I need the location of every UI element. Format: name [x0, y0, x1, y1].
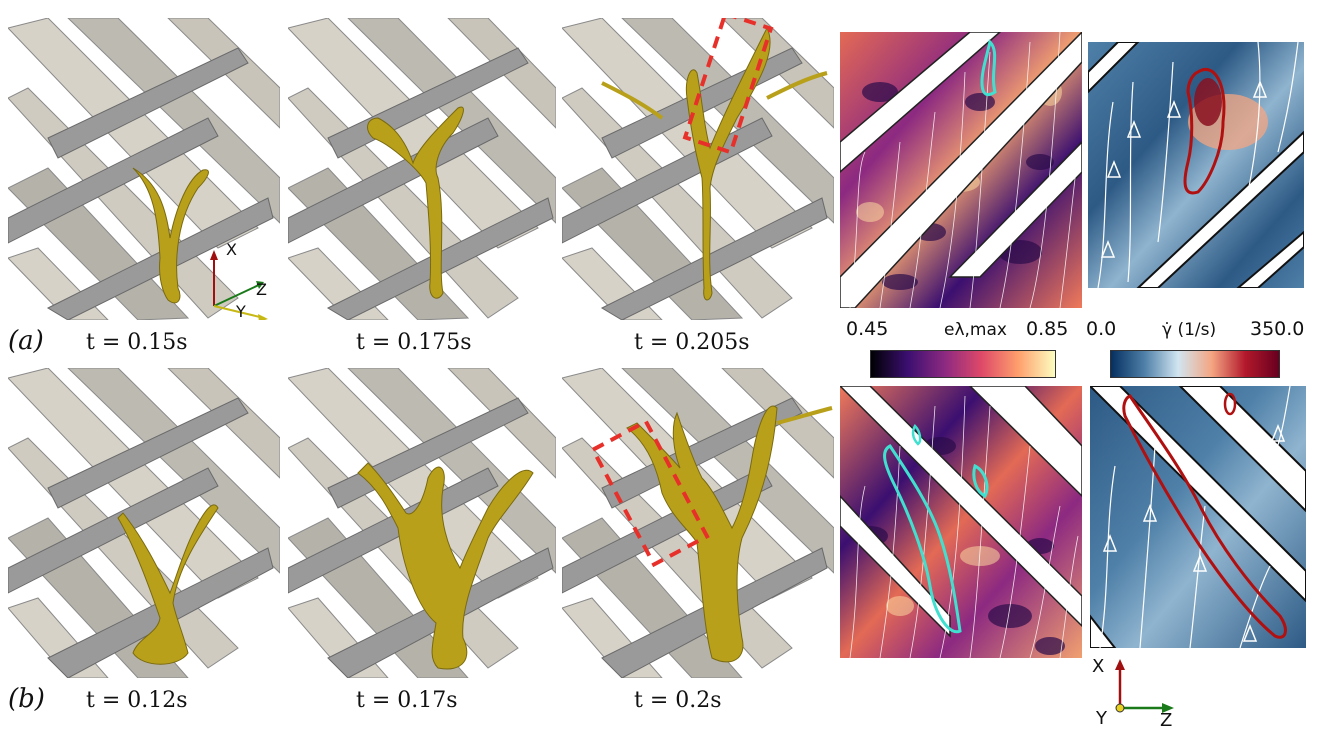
strain-colorbar	[870, 350, 1056, 378]
axes-triad	[1115, 659, 1174, 713]
inset-z-label: Z	[256, 280, 267, 299]
row-b-time-2: t = 0.17s	[356, 688, 458, 713]
inset-x-label: X	[226, 240, 237, 259]
fiber-scaffold	[8, 18, 280, 320]
droplet	[626, 405, 778, 663]
panel-b3	[562, 368, 834, 678]
fiber-scaffold	[562, 18, 834, 320]
fiber-scaffold	[288, 18, 556, 320]
strain-colorbar-label: eλ,max	[944, 320, 1007, 340]
shear-colorbar	[1110, 350, 1280, 378]
row-b-time-1: t = 0.12s	[86, 688, 188, 713]
strain-colorbar-min: 0.45	[846, 318, 889, 340]
shear-colorbar-max: 350.0	[1250, 318, 1305, 340]
shear-panel-b	[1090, 386, 1306, 648]
panel-a3	[562, 18, 834, 320]
fiber-scaffold	[288, 368, 556, 678]
highlight-box	[682, 18, 774, 155]
strain-panel-a	[840, 32, 1082, 308]
panel-a1: X Z Y	[8, 18, 280, 320]
row-a-time-3: t = 0.205s	[634, 330, 750, 355]
shear-colorbar-label: γ̇ (1/s)	[1162, 320, 1217, 340]
axes-inset	[210, 250, 268, 320]
bottom-z-label: Z	[1160, 710, 1173, 731]
bottom-x-label: X	[1092, 656, 1105, 677]
strain-colorbar-max: 0.85	[1026, 318, 1069, 340]
droplet	[357, 462, 534, 670]
inset-y-label: Y	[236, 302, 246, 320]
strain-panel-b	[840, 386, 1082, 658]
panel-a2	[288, 18, 556, 320]
panel-b2	[288, 368, 556, 678]
row-a-time-2: t = 0.175s	[356, 330, 472, 355]
droplet	[367, 106, 464, 299]
bottom-y-label: Y	[1096, 708, 1107, 729]
panel-b1	[8, 368, 280, 678]
strain-field	[840, 386, 1082, 658]
shear-field	[1090, 386, 1306, 648]
fiber-scaffold	[562, 368, 834, 678]
shear-colorbar-min: 0.0	[1086, 318, 1117, 340]
row-b-label: (b)	[8, 684, 45, 714]
strain-field	[840, 32, 1082, 308]
shear-field	[1088, 42, 1304, 288]
highlight-box	[590, 418, 710, 568]
droplet	[132, 167, 209, 304]
droplet	[117, 504, 219, 665]
row-b-time-3: t = 0.2s	[634, 688, 722, 713]
row-a-label: (a)	[8, 326, 44, 356]
droplet	[685, 26, 771, 301]
shear-panel-a	[1088, 42, 1304, 288]
row-a-time-1: t = 0.15s	[86, 330, 188, 355]
fiber-scaffold	[8, 368, 280, 678]
